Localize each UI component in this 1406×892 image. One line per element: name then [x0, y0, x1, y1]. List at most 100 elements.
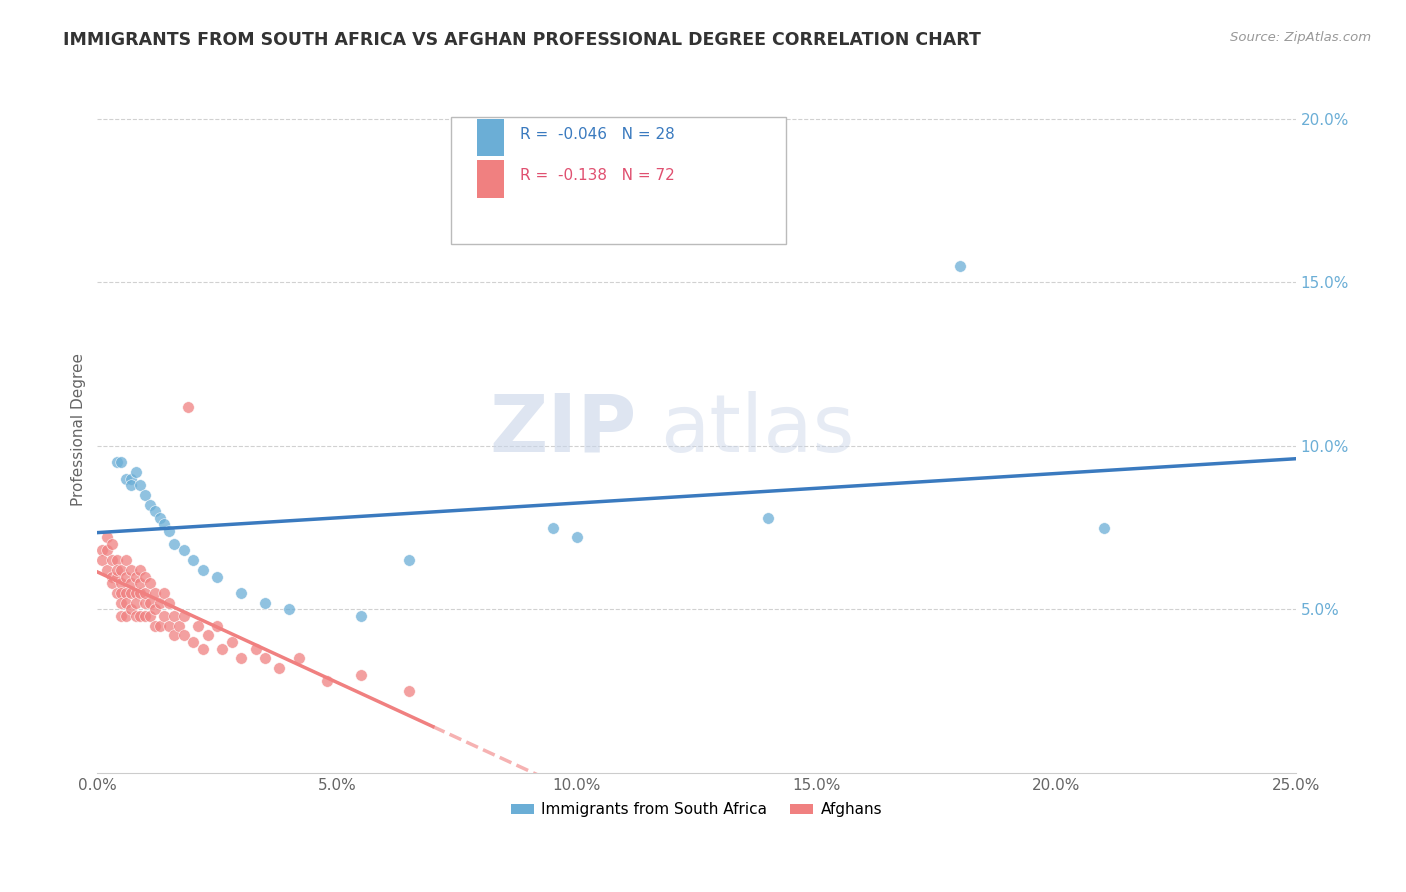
Point [157, 524, 180, 538]
Point [120, 472, 142, 486]
Point [231, 651, 253, 665]
Point [96, 543, 118, 558]
Point [254, 651, 277, 665]
Point [100, 569, 122, 583]
Bar [477, 119, 503, 156]
Point [134, 569, 156, 583]
Point [221, 635, 243, 649]
Point [191, 563, 214, 577]
Point [120, 602, 142, 616]
Point [565, 530, 588, 544]
Point [350, 667, 373, 681]
Point [231, 586, 253, 600]
Point [153, 517, 176, 532]
Point [105, 455, 128, 469]
Point [91, 553, 114, 567]
Point [129, 608, 152, 623]
Text: ZIP: ZIP [489, 391, 637, 468]
Point [177, 400, 200, 414]
Point [129, 576, 152, 591]
Point [125, 608, 148, 623]
Point [134, 608, 156, 623]
Point [197, 628, 219, 642]
Point [153, 586, 176, 600]
Point [115, 569, 138, 583]
Point [110, 563, 132, 577]
Point [120, 576, 142, 591]
Point [110, 455, 132, 469]
Point [91, 543, 114, 558]
Point [254, 596, 277, 610]
Point [205, 618, 228, 632]
Point [181, 635, 204, 649]
Point [115, 553, 138, 567]
Point [115, 608, 138, 623]
Point [350, 608, 373, 623]
Point [115, 596, 138, 610]
Point [100, 537, 122, 551]
Point [105, 569, 128, 583]
Point [110, 576, 132, 591]
Point [125, 569, 148, 583]
Point [149, 618, 172, 632]
Point [143, 618, 166, 632]
Point [105, 586, 128, 600]
Point [143, 586, 166, 600]
Point [173, 608, 195, 623]
Point [245, 641, 267, 656]
Point [278, 602, 301, 616]
Point [110, 608, 132, 623]
Point [115, 586, 138, 600]
Point [129, 563, 152, 577]
Point [134, 488, 156, 502]
Point [205, 569, 228, 583]
Point [120, 478, 142, 492]
Point [139, 498, 162, 512]
Point [143, 602, 166, 616]
Text: R =  -0.138   N = 72: R = -0.138 N = 72 [520, 168, 675, 183]
Point [157, 596, 180, 610]
Point [1092, 520, 1115, 534]
Point [398, 684, 420, 698]
Point [163, 608, 186, 623]
Point [139, 576, 162, 591]
Point [96, 530, 118, 544]
Point [134, 596, 156, 610]
Point [187, 618, 209, 632]
Point [143, 504, 166, 518]
Point [120, 563, 142, 577]
Text: atlas: atlas [661, 391, 855, 468]
Point [153, 608, 176, 623]
Point [105, 563, 128, 577]
Point [287, 651, 309, 665]
Point [173, 628, 195, 642]
Point [163, 628, 186, 642]
Point [163, 537, 186, 551]
Point [541, 520, 564, 534]
Point [949, 259, 972, 273]
Point [96, 563, 118, 577]
Point [756, 510, 779, 524]
Point [100, 553, 122, 567]
Point [139, 596, 162, 610]
Legend: Immigrants from South Africa, Afghans: Immigrants from South Africa, Afghans [505, 797, 889, 823]
Point [167, 618, 190, 632]
Point [269, 661, 291, 675]
FancyBboxPatch shape [451, 117, 786, 244]
Point [125, 586, 148, 600]
Point [129, 478, 152, 492]
Point [110, 586, 132, 600]
Point [139, 608, 162, 623]
Bar [477, 160, 503, 197]
Point [134, 586, 156, 600]
Point [181, 553, 204, 567]
Point [129, 586, 152, 600]
Point [125, 465, 148, 479]
Point [100, 576, 122, 591]
Point [157, 618, 180, 632]
Point [211, 641, 233, 656]
Point [110, 596, 132, 610]
Point [173, 543, 195, 558]
Point [398, 553, 420, 567]
Point [115, 472, 138, 486]
